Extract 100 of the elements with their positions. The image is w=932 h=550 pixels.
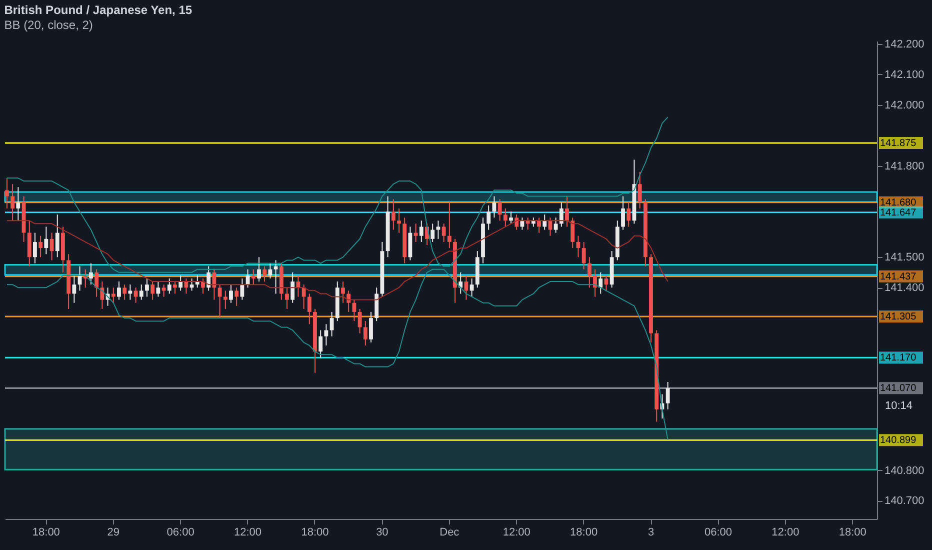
candlestick [537,217,541,234]
candlestick [587,256,592,288]
x-tick-label: 18:00 [32,526,60,538]
y-tick-label: 141.500 [884,252,924,264]
candlestick [16,186,20,222]
candlestick [234,287,239,306]
candlestick [520,217,524,230]
ref-line-label: 140.899 [880,435,917,446]
candlestick [307,293,312,325]
candlestick [117,281,121,300]
candlestick [470,278,474,298]
y-tick-label: 141.800 [884,160,924,172]
candlestick [178,274,183,292]
candlestick [290,272,295,304]
candlestick [167,278,172,294]
x-tick-label: 18:00 [838,526,866,538]
candlestick [486,204,491,230]
candlestick [111,287,116,304]
candlestick [626,202,631,228]
candlestick [122,284,127,300]
chart-title: British Pound / Japanese Yen, 15 [4,3,192,18]
candlestick [464,274,468,300]
candlestick [262,266,267,282]
x-tick-label: 29 [107,526,120,538]
candlestick [621,196,625,230]
x-tick-label: 3 [648,526,654,538]
candlestick [296,274,300,298]
line-series [6,268,668,440]
candlestick [503,208,508,228]
candlestick [318,330,323,358]
candlestick [5,178,9,209]
candlestick [559,202,564,228]
candlestick [419,220,424,242]
ref-line-label: 141.875 [880,138,917,149]
line-series [6,116,668,273]
y-tick-label: 141.400 [884,282,924,294]
x-tick-label: 18:00 [570,526,598,538]
x-tick-label: 06:00 [704,526,732,538]
candlestick [94,268,99,298]
candlestick [324,324,328,346]
candlestick [240,278,244,300]
candlestick [229,284,233,304]
x-tick-label: 12:00 [234,526,262,538]
y-tick-label: 140.800 [884,464,924,477]
candlestick [514,214,519,230]
x-tick-label: Dec [440,526,460,538]
candlestick [363,320,368,346]
chart-subtitle: BB (20, close, 2) [4,18,93,32]
candlestick [212,268,216,300]
candlestick [554,217,558,234]
candlestick [369,311,373,343]
y-tick-label: 142.100 [884,68,924,81]
candlestick [100,281,104,310]
candlestick [128,284,132,300]
y-tick-label: 142.200 [884,38,924,51]
candlestick [436,220,440,240]
candlestick [414,223,418,242]
candlestick [358,308,362,334]
candlestick [570,217,575,249]
y-tick-label: 140.700 [884,495,924,508]
candlestick [548,217,552,236]
candlestick [430,223,435,242]
candlestick [447,202,452,249]
candlestick [509,210,513,224]
candlestick [498,198,502,222]
x-tick-label: 06:00 [166,526,194,538]
candlestick [139,284,144,300]
ref-line-label: 141.070 [880,383,917,394]
candlestick [593,268,597,298]
candlestick [251,268,256,286]
candlestick [582,241,586,270]
candlestick [346,290,351,312]
candlestick [285,287,289,310]
candlestick [391,198,396,230]
candlestick [89,262,93,286]
candlestick [206,266,211,292]
candlestick [38,235,43,258]
candlestick [72,274,76,304]
ref-line-label: 141.680 [880,197,917,208]
candlestick [10,184,15,222]
candlestick [352,299,356,322]
candlestick [638,171,642,209]
candlestick [44,226,48,255]
ref-line-label: 141.647 [880,207,917,218]
candlestick [184,278,188,294]
candlestick [268,262,272,279]
x-tick-label: 12:00 [502,526,530,538]
candlestick [598,272,603,294]
candlestick [145,278,149,298]
candlestick [55,214,60,258]
ref-line-label: 141.437 [880,271,917,282]
candlestick [666,381,670,410]
candlestick [341,281,345,304]
candlestick [156,281,160,298]
x-tick-label: 12:00 [772,526,800,538]
y-tick-label: 142.000 [884,99,924,112]
candlestick [442,223,446,242]
candlestick [223,290,228,310]
text: 10:14 [885,400,913,412]
candlestick [542,214,547,230]
